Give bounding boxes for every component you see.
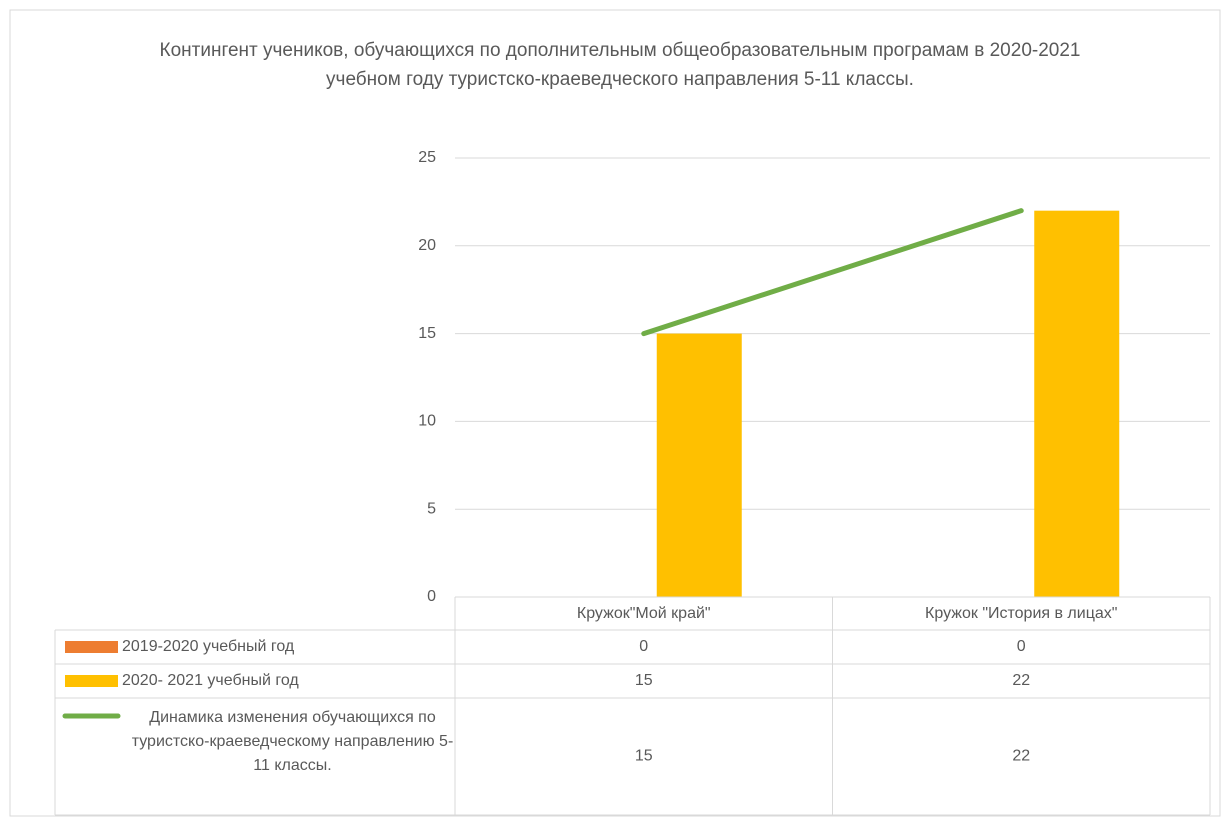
chart-title: Контингент учеников, обучающихся по допо… bbox=[159, 40, 1081, 90]
category-label: Кружок"Мой край" bbox=[577, 605, 711, 622]
y-tick-label: 0 bbox=[427, 588, 436, 605]
y-tick-label: 10 bbox=[418, 413, 436, 430]
table-value: 0 bbox=[639, 638, 648, 655]
y-tick-label: 15 bbox=[418, 325, 436, 342]
bar bbox=[1034, 210, 1120, 597]
legend-label: 2019-2020 учебный год bbox=[122, 638, 295, 655]
y-tick-label: 5 bbox=[427, 500, 436, 517]
y-tick-label: 20 bbox=[418, 237, 436, 254]
table-value: 22 bbox=[1012, 748, 1030, 765]
legend-key bbox=[65, 675, 118, 687]
legend-label: Динамика изменения обучающихся по турист… bbox=[131, 709, 454, 774]
line bbox=[641, 208, 1024, 337]
chart-border bbox=[9, 9, 1221, 817]
y-tick-label: 25 bbox=[418, 149, 436, 166]
category-label: Кружок "История в лицах" bbox=[925, 605, 1117, 622]
table-value: 0 bbox=[1017, 638, 1026, 655]
table-value: 22 bbox=[1012, 672, 1030, 689]
bar bbox=[656, 333, 742, 597]
legend-key bbox=[65, 641, 118, 653]
legend-label: 2020- 2021 учебный год bbox=[122, 672, 299, 689]
table-value: 15 bbox=[635, 748, 653, 765]
table-value: 15 bbox=[635, 672, 653, 689]
